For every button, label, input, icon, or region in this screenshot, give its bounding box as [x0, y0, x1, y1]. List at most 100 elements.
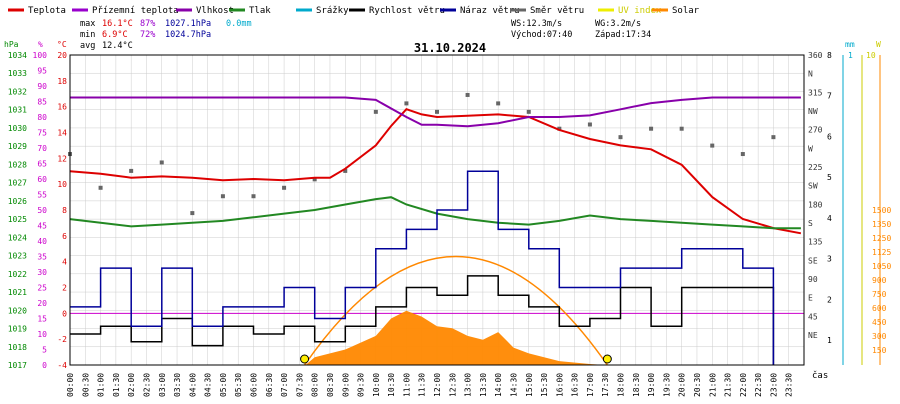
x-tick-0: 00:00 — [66, 373, 75, 397]
x-tick-19: 09:30 — [357, 373, 366, 397]
pressure-tick-15: 1019 — [8, 325, 27, 334]
pressure-tick-2: 1032 — [8, 87, 27, 96]
x-tick-8: 04:00 — [188, 373, 197, 397]
precip-tick-0: 1 — [848, 51, 853, 60]
precip-unit: mm — [845, 40, 855, 49]
stat-max-press: 1027.1hPa — [165, 19, 211, 29]
solar-tick-8: 450 — [872, 318, 887, 327]
wind-direction-point-2 — [129, 168, 134, 173]
plot-frame — [69, 54, 805, 366]
x-tick-20: 10:00 — [372, 373, 381, 397]
x-tick-6: 03:00 — [158, 373, 167, 397]
x-tick-44: 22:00 — [739, 373, 748, 397]
stat-wg: WG:3.2m/s — [595, 19, 641, 29]
wind-direction-point-22 — [740, 152, 745, 157]
temperature-unit: °C — [57, 40, 67, 49]
legend-label-1: Přízemní teplota — [92, 6, 179, 16]
wind-speed-tick-4: 4 — [827, 214, 832, 223]
x-tick-5: 02:30 — [142, 373, 151, 397]
pressure-tick-13: 1021 — [8, 288, 27, 297]
x-tick-16: 08:00 — [311, 373, 320, 397]
x-tick-25: 12:30 — [448, 373, 457, 397]
humidity-tick-16: 20 — [37, 299, 47, 308]
humidity-tick-20: 0 — [42, 361, 47, 370]
wind-direction-point-15 — [526, 109, 531, 114]
legend: Teplota Přízemní teplota Vlhkost Tlak Srážky… — [8, 6, 700, 16]
legend-label-0: Teplota — [28, 6, 66, 16]
x-tick-15: 07:30 — [295, 373, 304, 397]
wind-dir-tick-12: 90 — [808, 275, 818, 284]
wind-dir-tick-7: SW — [808, 182, 818, 191]
wind-dir-tick-0: 360 — [808, 51, 823, 60]
x-tick-9: 04:30 — [204, 373, 213, 397]
pressure-unit: hPa — [4, 40, 19, 49]
wind-direction-point-20 — [679, 126, 684, 131]
stat-min-hum: 72% — [140, 30, 155, 40]
temperature-tick-9: 2 — [62, 284, 67, 293]
wind-dir-tick-2: 315 — [808, 88, 823, 97]
pressure-tick-5: 1029 — [8, 142, 27, 151]
x-tick-3: 01:30 — [112, 373, 121, 397]
wind-direction-point-10 — [373, 109, 378, 114]
humidity-tick-13: 35 — [37, 253, 47, 262]
x-tick-47: 23:30 — [785, 373, 794, 397]
wind-direction-point-11 — [404, 101, 409, 106]
pressure-tick-1: 1033 — [8, 69, 27, 78]
x-tick-42: 21:00 — [708, 373, 717, 397]
wind-dir-tick-4: 270 — [808, 126, 823, 135]
x-tick-33: 16:30 — [571, 373, 580, 397]
stat-max-label: max — [80, 19, 95, 29]
x-tick-43: 21:30 — [724, 373, 733, 397]
uv-tick-0: 10 — [866, 51, 876, 60]
x-tick-22: 11:00 — [402, 373, 411, 397]
wind-speed-tick-2: 6 — [827, 132, 832, 141]
temperature-tick-7: 6 — [62, 232, 67, 241]
line-series — [69, 96, 802, 365]
temperature-tick-11: -2 — [57, 335, 67, 344]
x-tick-7: 03:30 — [173, 373, 182, 397]
wind-speed-tick-6: 2 — [827, 295, 832, 304]
solar-tick-2: 1250 — [872, 234, 891, 243]
x-axis-label: čas — [812, 370, 828, 381]
pressure-tick-7: 1027 — [8, 179, 27, 188]
humidity-tick-19: 5 — [42, 346, 47, 355]
pressure-tick-17: 1017 — [8, 361, 27, 370]
x-tick-39: 19:30 — [662, 373, 671, 397]
temperature-tick-5: 10 — [57, 180, 67, 189]
wind-speed-tick-3: 5 — [827, 173, 832, 182]
x-axis: 00:00 00:30 01:00 01:30 02:00 02:30 03:00 03:30… — [66, 373, 794, 397]
series-line-2 — [69, 196, 801, 230]
x-tick-27: 13:30 — [479, 373, 488, 397]
temperature-tick-4: 12 — [57, 154, 67, 163]
wind-dir-tick-6: 225 — [808, 163, 823, 172]
humidity-tick-3: 85 — [37, 98, 47, 107]
humidity-tick-14: 30 — [37, 268, 47, 277]
sunset-marker — [602, 354, 612, 364]
series-line-1 — [70, 96, 801, 128]
stat-min-label: min — [80, 30, 95, 40]
x-tick-30: 15:00 — [525, 373, 534, 397]
pressure-tick-0: 1034 — [8, 51, 27, 60]
x-tick-21: 10:30 — [387, 373, 396, 397]
stat-sunrise: Východ:07:40 — [511, 30, 572, 40]
solar-tick-3: 1125 — [872, 248, 891, 257]
x-tick-26: 13:00 — [464, 373, 473, 397]
temperature-tick-3: 14 — [57, 129, 67, 138]
solar-tick-6: 750 — [872, 290, 887, 299]
pressure-tick-3: 1031 — [8, 106, 27, 115]
pressure-tick-8: 1026 — [8, 197, 27, 206]
humidity-tick-15: 25 — [37, 284, 47, 293]
wind-speed-tick-7: 1 — [827, 336, 832, 345]
wind-direction-point-12 — [435, 109, 439, 114]
solar-tick-10: 150 — [872, 346, 887, 355]
humidity-tick-5: 75 — [37, 129, 47, 138]
stat-ws: WS:12.3m/s — [511, 19, 562, 29]
x-tick-29: 14:30 — [509, 373, 518, 397]
solar-tick-1: 1350 — [872, 220, 891, 229]
wind-direction-point-7 — [282, 185, 287, 190]
pressure-tick-16: 1018 — [8, 343, 27, 352]
stat-avg-label: avg — [80, 41, 95, 51]
x-tick-32: 16:00 — [555, 373, 564, 397]
stats-block: max 16.1°C 87% 1027.1hPa 0.0mm min 6.9°C… — [80, 19, 651, 51]
